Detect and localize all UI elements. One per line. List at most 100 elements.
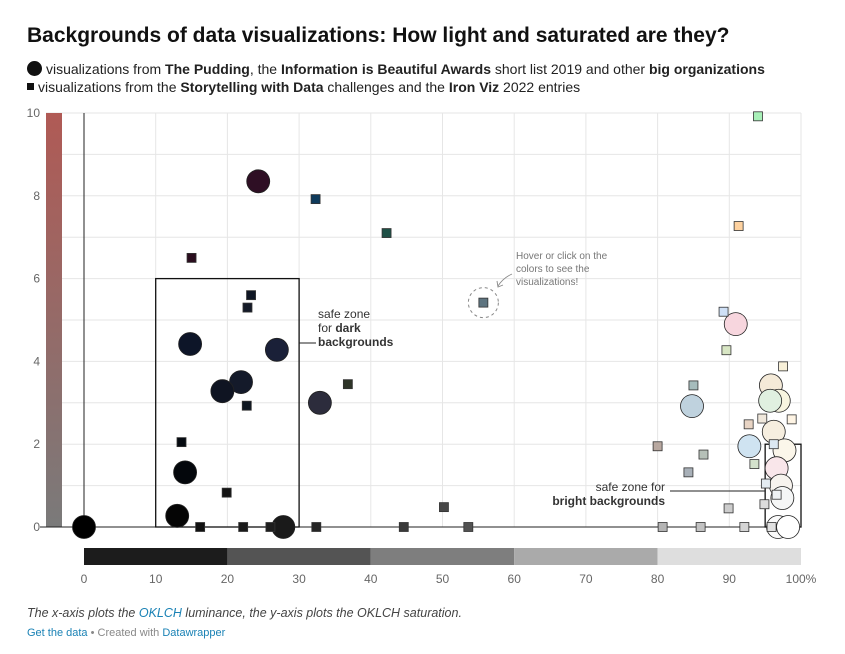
x-tick-label: 30: [292, 572, 306, 586]
hint-text: visualizations!: [516, 277, 578, 288]
data-point-circle[interactable]: [264, 337, 289, 362]
data-point-square[interactable]: [652, 441, 663, 452]
data-point-square[interactable]: [195, 522, 206, 532]
data-point-circle[interactable]: [178, 332, 203, 356]
hint-text: colors to see the: [516, 264, 590, 275]
square-marker-icon: [27, 83, 34, 90]
data-point-square[interactable]: [310, 194, 321, 205]
data-point-circle[interactable]: [307, 390, 332, 415]
data-point-square[interactable]: [657, 522, 668, 532]
y-tick-label: 6: [33, 272, 40, 286]
data-point-circle[interactable]: [723, 312, 748, 337]
y-tick-label: 2: [33, 437, 40, 451]
data-point-circle[interactable]: [246, 169, 271, 194]
dark-zone-label: backgrounds: [318, 335, 394, 349]
data-point-circle[interactable]: [776, 515, 800, 539]
data-point-square[interactable]: [265, 522, 276, 532]
data-point-square[interactable]: [238, 522, 249, 532]
data-point-square[interactable]: [463, 522, 474, 532]
chart-title: Backgrounds of data visualizations: How …: [27, 24, 730, 47]
x-tick-label: 0: [81, 572, 88, 586]
data-point-circle[interactable]: [737, 434, 762, 459]
legend-label-circles: visualizations from The Pudding, the Inf…: [46, 61, 765, 77]
note-text-end: luminance, the y-axis plots the OKLCH sa…: [181, 606, 462, 620]
data-point-square[interactable]: [786, 414, 797, 425]
luminance-band: [227, 548, 371, 565]
y-tick-label: 4: [33, 354, 40, 368]
data-points[interactable]: [72, 111, 800, 539]
datawrapper-link[interactable]: Datawrapper: [162, 627, 226, 639]
data-point-square[interactable]: [739, 522, 750, 532]
data-point-square[interactable]: [186, 252, 197, 263]
data-point-circle[interactable]: [72, 515, 96, 539]
circle-marker-icon: [27, 61, 42, 76]
data-point-square[interactable]: [771, 489, 782, 500]
data-point-square[interactable]: [398, 522, 409, 532]
legend-label-squares: visualizations from the Storytelling wit…: [38, 79, 581, 95]
data-point-square[interactable]: [688, 380, 699, 391]
data-point-square[interactable]: [733, 221, 744, 231]
get-data-link[interactable]: Get the data: [27, 627, 88, 639]
data-point-square[interactable]: [749, 459, 760, 469]
hint-text: Hover or click on the: [516, 251, 608, 262]
legend-row-circles: visualizations from The Pudding, the Inf…: [27, 61, 765, 77]
data-point-square[interactable]: [381, 228, 392, 238]
source-separator: • Created with: [87, 627, 163, 639]
data-point-square[interactable]: [760, 478, 771, 489]
data-point-square[interactable]: [241, 400, 252, 411]
data-point-square[interactable]: [743, 419, 754, 430]
dark-zone-label: safe zone: [318, 307, 370, 321]
saturation-scale-bar: [46, 113, 62, 527]
data-point-square[interactable]: [683, 467, 694, 478]
x-tick-label: 80: [651, 572, 665, 586]
luminance-band: [370, 548, 515, 565]
luminance-band: [657, 548, 801, 565]
x-tick-label: 90: [723, 572, 737, 586]
y-tick-label: 10: [27, 106, 41, 120]
data-point-square[interactable]: [753, 111, 763, 122]
data-point-square[interactable]: [176, 437, 187, 448]
luminance-band: [514, 548, 658, 565]
data-point-square[interactable]: [757, 413, 768, 424]
x-tick-label: 40: [364, 572, 378, 586]
data-point-circle[interactable]: [165, 503, 190, 528]
data-point-square[interactable]: [221, 487, 232, 498]
data-point-square[interactable]: [311, 522, 322, 532]
x-tick-label: 10: [149, 572, 163, 586]
data-point-circle[interactable]: [173, 460, 197, 485]
data-point-square[interactable]: [478, 297, 489, 308]
data-point-circle[interactable]: [210, 379, 235, 404]
luminance-scale-bar: [84, 548, 801, 565]
oklch-link[interactable]: OKLCH: [138, 606, 182, 620]
x-tick-label: 50: [436, 572, 450, 586]
axes: 0 10 20 30 40 50 60 70 80 90 100% 0 2 4 6 8 10: [27, 106, 817, 586]
data-point-square[interactable]: [766, 522, 777, 532]
x-tick-label: 60: [508, 572, 522, 586]
safe-zone-box: [155, 277, 300, 528]
data-point-square[interactable]: [718, 306, 729, 317]
data-point-circle[interactable]: [680, 394, 704, 419]
data-point-square[interactable]: [768, 439, 779, 450]
data-point-square[interactable]: [698, 449, 709, 460]
data-point-square[interactable]: [342, 379, 353, 390]
data-point-square[interactable]: [721, 345, 732, 356]
gridlines: [46, 112, 802, 528]
scatter-plot: 0 10 20 30 40 50 60 70 80 90 100% 0 2 4 6 8 10 safe zone…: [27, 106, 817, 586]
data-point-circle[interactable]: [758, 388, 783, 413]
data-point-square[interactable]: [246, 290, 256, 301]
luminance-band: [84, 548, 228, 565]
data-point-square[interactable]: [759, 499, 770, 510]
data-point-square[interactable]: [242, 302, 253, 313]
data-point-square[interactable]: [695, 522, 706, 532]
hint-arrow: [497, 273, 513, 287]
y-tick-label: 0: [33, 520, 40, 534]
data-point-square[interactable]: [723, 503, 734, 514]
data-point-square[interactable]: [439, 502, 449, 513]
dark-zone-label: for dark: [318, 321, 361, 335]
bright-zone-label: bright backgrounds: [552, 494, 665, 508]
x-tick-label: 100%: [786, 572, 817, 586]
x-tick-label: 70: [579, 572, 593, 586]
note-text: The x-axis plots the: [27, 606, 139, 620]
y-tick-label: 8: [33, 189, 40, 203]
data-point-square[interactable]: [778, 361, 788, 372]
